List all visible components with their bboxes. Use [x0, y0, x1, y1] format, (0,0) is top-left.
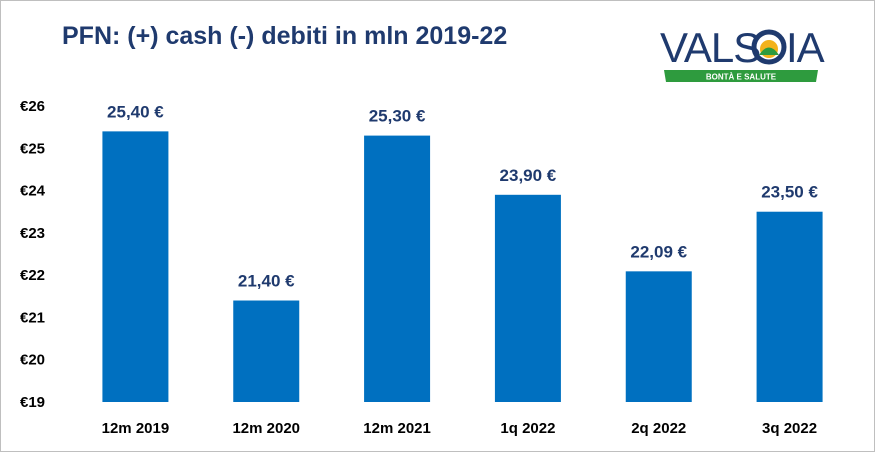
chart-title: PFN: (+) cash (-) debiti in mln 2019-22 [62, 22, 508, 50]
bar [364, 135, 431, 402]
x-tick-label: 1q 2022 [500, 420, 555, 437]
bar [625, 271, 692, 402]
y-tick-label: €23 [20, 225, 45, 242]
y-tick-label: €22 [20, 267, 45, 284]
valsoia-logo: VALS IA BONTÀ E SALUTE [660, 24, 826, 82]
y-tick-label: €25 [20, 140, 45, 157]
svg-text:IA: IA [786, 24, 825, 71]
y-tick-label: €19 [20, 394, 45, 411]
y-tick-label: €20 [20, 352, 45, 369]
bar [233, 300, 300, 402]
data-label: 23,90 € [500, 166, 557, 185]
data-label: 22,09 € [630, 242, 687, 261]
bar [756, 211, 823, 402]
bar [494, 194, 561, 402]
logo-band [664, 70, 818, 82]
logo-sun-icon [751, 29, 787, 65]
y-tick-label: €21 [20, 309, 45, 326]
x-tick-label: 2q 2022 [631, 420, 686, 437]
bar [102, 131, 169, 402]
y-tick-label: €26 [20, 98, 45, 115]
logo-leaf-icon [759, 47, 779, 55]
data-label: 21,40 € [238, 272, 295, 291]
data-label: 25,40 € [107, 102, 164, 121]
data-label: 25,30 € [369, 107, 426, 126]
x-tick-label: 12m 2019 [102, 420, 170, 437]
logo-tagline: BONTÀ E SALUTE [706, 73, 777, 82]
x-tick-label: 12m 2020 [232, 420, 300, 437]
data-label: 23,50 € [761, 183, 818, 202]
y-tick-label: €24 [20, 183, 46, 200]
x-tick-label: 3q 2022 [762, 420, 817, 437]
x-tick-label: 12m 2021 [363, 420, 431, 437]
logo-valsoia-text: VALS [660, 24, 760, 71]
